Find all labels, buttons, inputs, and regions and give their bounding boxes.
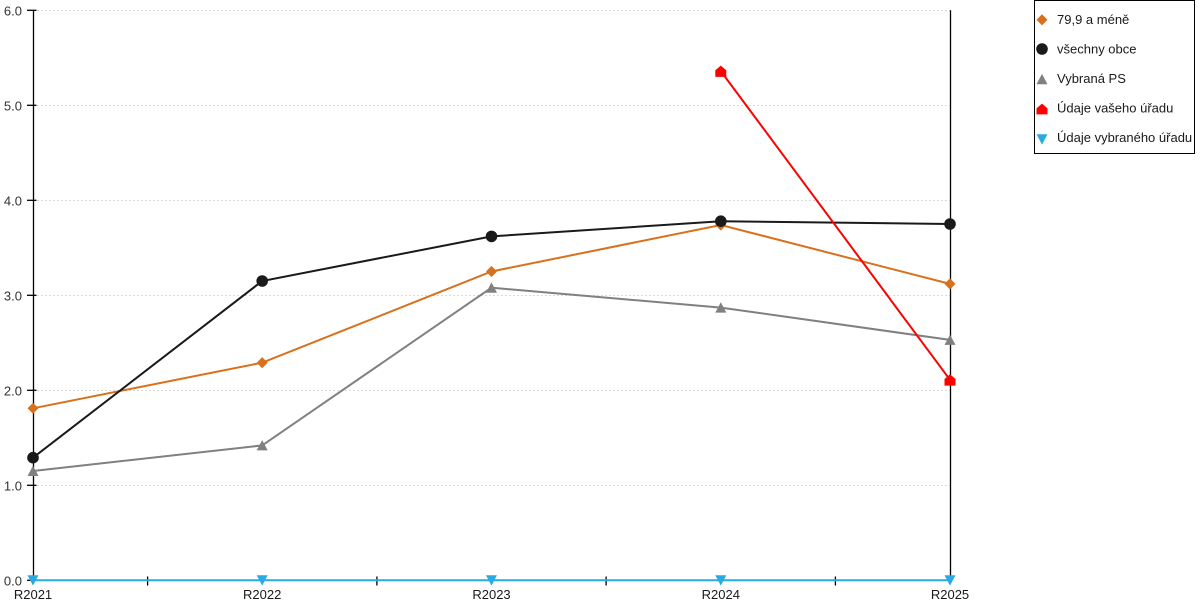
svg-text:R2022: R2022 bbox=[243, 587, 281, 600]
svg-text:Údaje vašeho úřadu: Údaje vašeho úřadu bbox=[1057, 101, 1173, 116]
svg-text:5.0: 5.0 bbox=[4, 99, 22, 114]
svg-text:R2023: R2023 bbox=[472, 587, 510, 600]
svg-text:1.0: 1.0 bbox=[4, 479, 22, 494]
svg-text:R2021: R2021 bbox=[14, 587, 52, 600]
svg-text:Vybraná PS: Vybraná PS bbox=[1057, 71, 1126, 86]
svg-text:6.0: 6.0 bbox=[4, 4, 22, 19]
svg-text:4.0: 4.0 bbox=[4, 194, 22, 209]
svg-text:R2024: R2024 bbox=[702, 587, 740, 600]
svg-text:3.0: 3.0 bbox=[4, 289, 22, 304]
svg-text:79,9 a méně: 79,9 a méně bbox=[1057, 12, 1129, 27]
svg-text:všechny obce: všechny obce bbox=[1057, 42, 1137, 57]
svg-text:2.0: 2.0 bbox=[4, 384, 22, 399]
svg-text:R2025: R2025 bbox=[931, 587, 969, 600]
svg-text:Údaje vybraného úřadu: Údaje vybraného úřadu bbox=[1057, 130, 1192, 145]
